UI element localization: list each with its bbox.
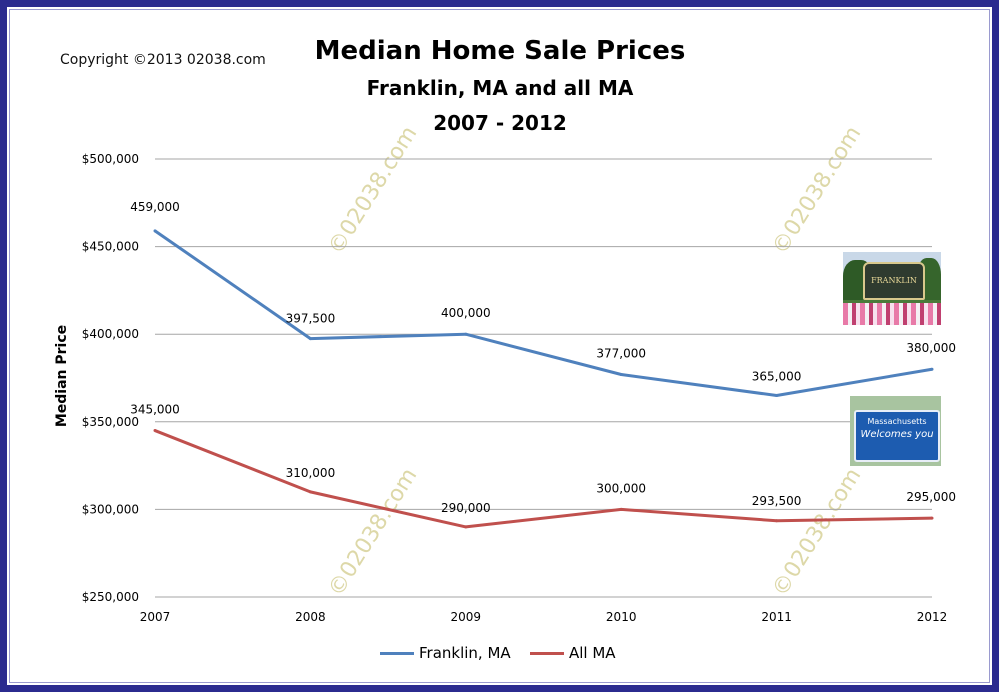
data-label: 377,000: [596, 346, 646, 360]
legend-label-all-ma: All MA: [569, 644, 616, 662]
ma-sign-line1: Massachusetts: [867, 417, 927, 426]
data-point: [153, 229, 157, 233]
y-tick-label: $300,000: [82, 502, 139, 516]
copyright-notice: Copyright ©2013 02038.com: [60, 52, 266, 68]
data-point: [308, 337, 312, 341]
chart-title: Median Home Sale Prices: [314, 36, 686, 66]
data-label: 397,500: [286, 312, 336, 326]
series-line-franklin: [154, 229, 933, 398]
legend-swatch-all-ma: [530, 652, 564, 655]
data-label: 459,000: [130, 200, 180, 214]
legend-label-franklin: Franklin, MA: [419, 644, 511, 662]
data-point: [619, 372, 623, 376]
chart-subtitle: Franklin, MA and all MA: [366, 76, 634, 100]
legend-item-franklin: Franklin, MA: [380, 644, 511, 662]
data-point: [775, 394, 779, 398]
ma-sign-line2: Welcomes you: [860, 429, 934, 440]
data-point: [930, 367, 934, 371]
data-label: 295,000: [906, 490, 956, 504]
x-tick-label: 2007: [140, 610, 171, 624]
data-point: [464, 332, 468, 336]
data-point: [775, 519, 779, 523]
x-tick-label: 2009: [451, 610, 482, 624]
data-label: 293,500: [752, 494, 802, 508]
y-tick-label: $450,000: [82, 240, 139, 254]
data-point: [930, 516, 934, 520]
massachusetts-welcome-sign-photo: Massachusetts Welcomes you: [850, 396, 941, 466]
y-tick-label: $400,000: [82, 327, 139, 341]
inner-border: [9, 9, 990, 683]
data-label: 290,000: [441, 501, 491, 515]
x-tick-label: 2008: [295, 610, 326, 624]
data-label: 310,000: [286, 466, 336, 480]
data-point: [619, 507, 623, 511]
data-label: 400,000: [441, 306, 491, 320]
data-label: 300,000: [596, 481, 646, 495]
x-tick-label: 2011: [761, 610, 792, 624]
data-label: 345,000: [130, 403, 180, 417]
y-tick-label: $500,000: [82, 152, 139, 166]
legend-swatch-franklin: [380, 652, 414, 655]
y-tick-label: $250,000: [82, 590, 139, 604]
x-tick-label: 2010: [606, 610, 637, 624]
data-point: [153, 429, 157, 433]
data-point: [464, 525, 468, 529]
franklin-sign-photo: FRANKLIN: [843, 252, 941, 325]
franklin-sign-text: FRANKLIN: [863, 262, 925, 300]
chart-date-range: 2007 - 2012: [433, 111, 567, 135]
data-label: 380,000: [906, 341, 956, 355]
series-line-all-ma: [154, 429, 933, 529]
data-point: [308, 490, 312, 494]
data-label: 365,000: [752, 370, 802, 384]
legend-item-all-ma: All MA: [530, 644, 616, 662]
x-tick-label: 2012: [917, 610, 948, 624]
y-tick-label: $350,000: [82, 415, 139, 429]
